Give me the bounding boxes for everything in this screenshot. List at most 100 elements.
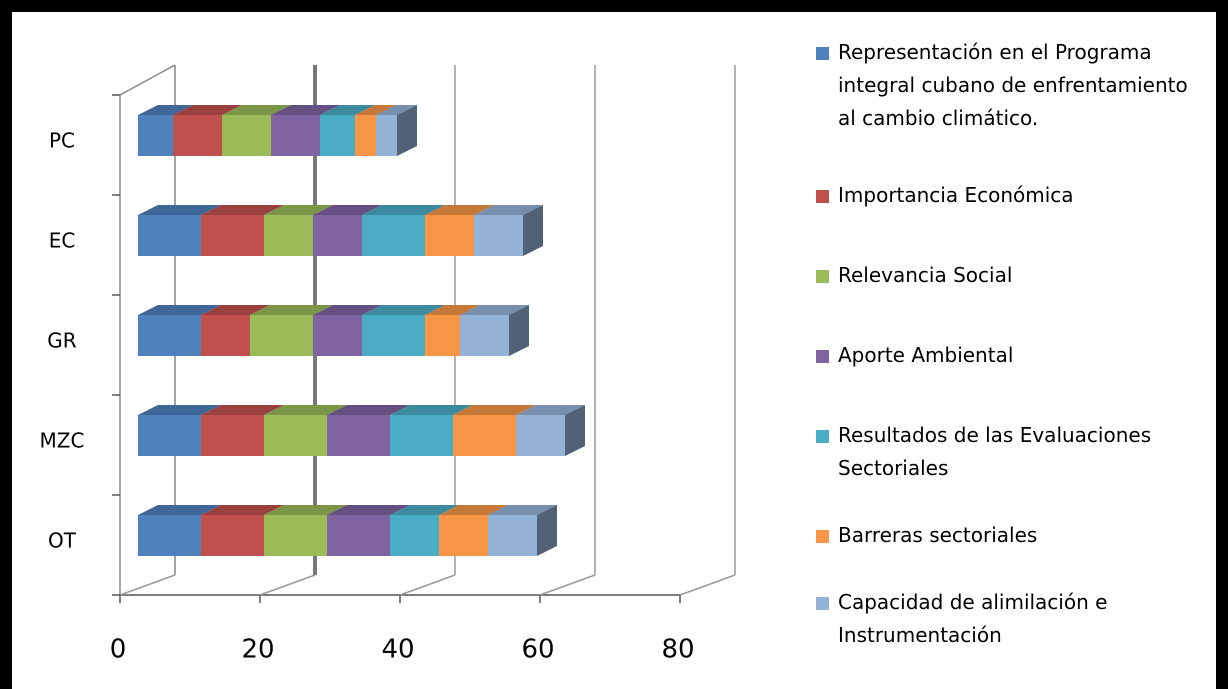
bar-side <box>523 205 543 256</box>
bar <box>138 215 201 256</box>
bar-top <box>488 505 557 515</box>
bar <box>453 415 516 456</box>
bar <box>313 315 362 356</box>
bar <box>138 315 201 356</box>
legend-swatch <box>816 350 829 363</box>
bar <box>138 415 201 456</box>
legend-label: Importancia Económica <box>838 183 1074 207</box>
bar-top <box>376 105 417 115</box>
bar-top <box>362 205 445 215</box>
bar <box>201 215 264 256</box>
y-tick-label: OT <box>48 529 77 553</box>
bar-top <box>355 105 396 115</box>
bar <box>439 515 488 556</box>
bar-top <box>201 505 284 515</box>
bar-top <box>313 205 382 215</box>
bar <box>327 415 390 456</box>
bar-top <box>201 205 284 215</box>
legend-swatch <box>816 47 829 60</box>
bar-top <box>439 505 508 515</box>
bar-side <box>397 105 417 156</box>
bar-top <box>264 405 347 415</box>
bar <box>264 515 327 556</box>
floor-grid-line <box>119 574 176 596</box>
bar-top <box>138 505 221 515</box>
legend-swatch <box>816 190 829 203</box>
bar-top <box>327 405 410 415</box>
bar <box>271 115 320 156</box>
bar <box>201 315 250 356</box>
y-tick-label: EC <box>49 229 76 253</box>
bar <box>460 315 509 356</box>
bar <box>474 215 523 256</box>
legend-entry: Importancia Económica <box>812 179 1207 212</box>
bar-top <box>313 305 382 315</box>
legend-label: Relevancia Social <box>838 263 1013 287</box>
bar <box>488 515 537 556</box>
bar <box>390 515 439 556</box>
bar-side <box>509 305 529 356</box>
bar-top <box>138 405 221 415</box>
legend-entry: Representación en el Programa integral c… <box>812 36 1207 135</box>
legend-swatch <box>816 530 829 543</box>
legend-swatch <box>816 430 829 443</box>
x-tick-label: 40 <box>381 635 414 665</box>
bar-top <box>138 105 193 115</box>
bar-top <box>222 105 291 115</box>
bar <box>264 415 327 456</box>
legend-label: Representación en el Programa integral c… <box>838 40 1188 130</box>
bar-top <box>271 105 340 115</box>
x-tick-label: 0 <box>110 635 127 665</box>
bar-top <box>425 305 480 315</box>
legend-swatch <box>816 597 829 610</box>
bar-top <box>474 205 543 215</box>
bar-top <box>320 105 375 115</box>
y-tick-label: MZC <box>40 429 85 453</box>
bar-top <box>138 305 221 315</box>
bar-top <box>390 405 473 415</box>
bar <box>320 115 355 156</box>
legend-label: Aporte Ambiental <box>838 343 1014 367</box>
floor-grid-line <box>679 574 736 596</box>
legend-swatch <box>816 270 829 283</box>
legend-entry: Capacidad de alimilación e Instrumentaci… <box>812 586 1207 652</box>
legend-entry: Resultados de las Evaluaciones Sectorial… <box>812 419 1207 485</box>
floor-grid-line <box>259 574 316 596</box>
legend-entry: Barreras sectoriales <box>812 519 1207 552</box>
bar-top <box>460 305 529 315</box>
bar <box>138 115 173 156</box>
y-tick-label: GR <box>47 329 76 353</box>
legend-label: Capacidad de alimilación e Instrumentaci… <box>838 590 1108 647</box>
floor-grid-line <box>539 574 596 596</box>
bar-top <box>390 505 459 515</box>
legend-entry: Relevancia Social <box>812 259 1207 292</box>
bar <box>264 215 313 256</box>
bar-top <box>327 505 410 515</box>
y-tick-label: PC <box>49 129 75 153</box>
bar-top <box>516 405 585 415</box>
bar-top <box>264 205 333 215</box>
bar-top <box>453 405 536 415</box>
left-wall-top <box>119 64 176 96</box>
bar-top <box>201 405 284 415</box>
legend-label: Barreras sectoriales <box>838 523 1038 547</box>
bar <box>362 215 425 256</box>
bar <box>355 115 376 156</box>
bar-top <box>173 105 242 115</box>
bar <box>376 115 397 156</box>
bar <box>516 415 565 456</box>
bar <box>425 215 474 256</box>
bar-top <box>250 305 333 315</box>
bar <box>313 215 362 256</box>
bar <box>362 315 425 356</box>
x-tick-label: 60 <box>521 635 554 665</box>
bar <box>201 415 264 456</box>
bar <box>222 115 271 156</box>
bar-side <box>537 505 557 556</box>
x-tick-label: 20 <box>241 635 274 665</box>
bar-top <box>362 305 445 315</box>
bar-top <box>138 205 221 215</box>
bar-top <box>201 305 270 315</box>
